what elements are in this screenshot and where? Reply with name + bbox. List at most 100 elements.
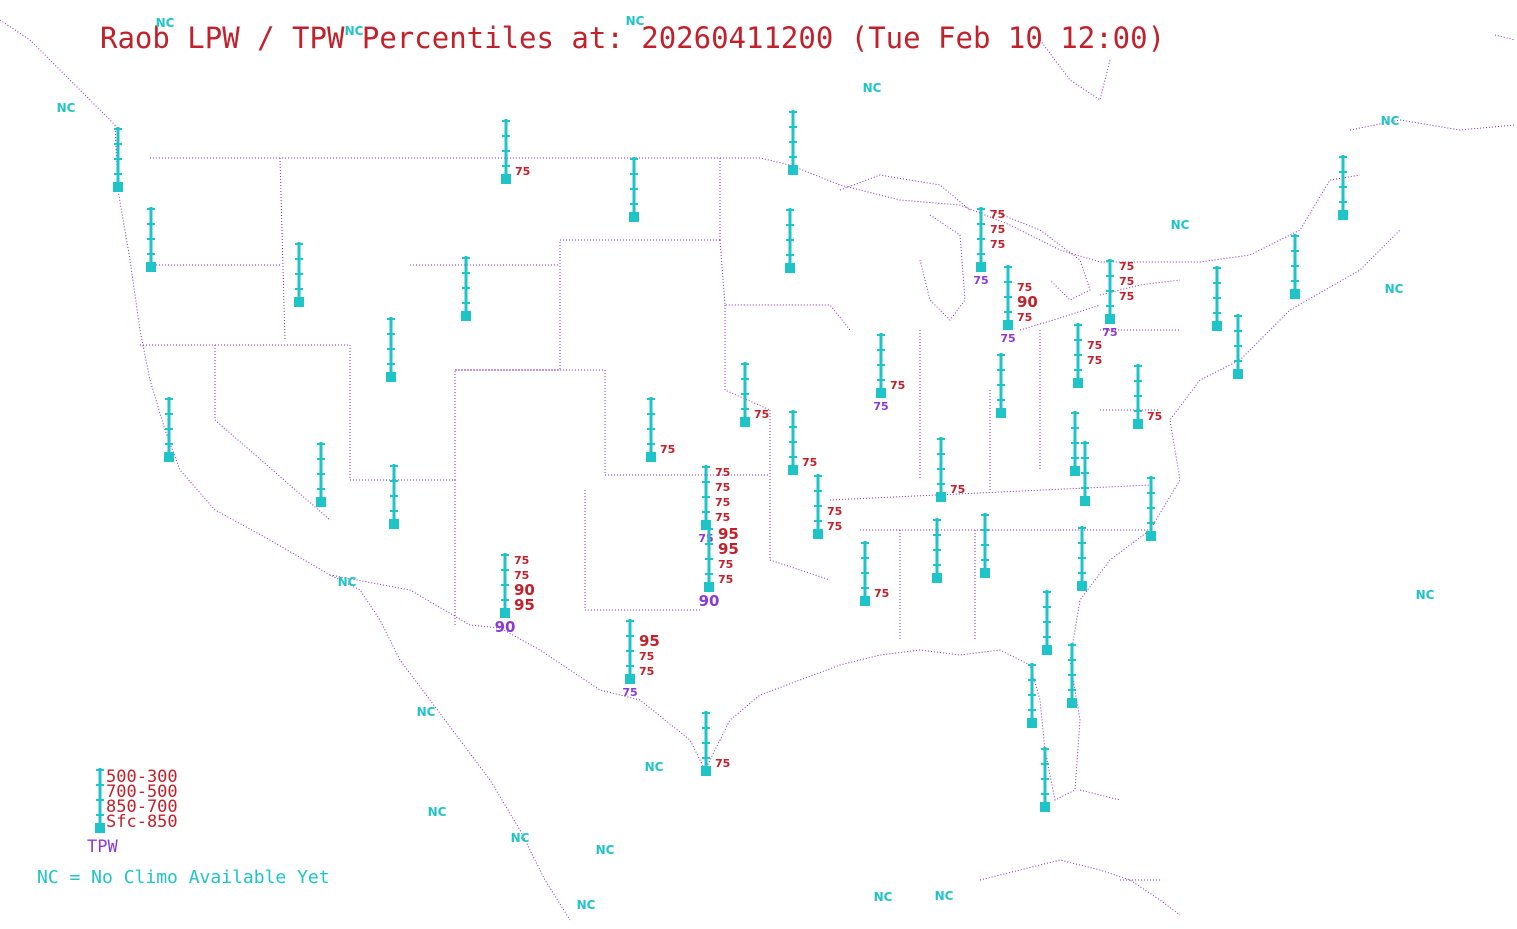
layer-percentile: 75 [718, 573, 733, 586]
layer-percentile: 90 [1017, 293, 1038, 311]
station-marker [1212, 321, 1222, 331]
layer-percentile: 75 [1017, 281, 1032, 294]
station-marker [1133, 419, 1143, 429]
station-marker [976, 262, 986, 272]
station-marker [936, 492, 946, 502]
station-marker [932, 573, 942, 583]
station-oakland [164, 397, 174, 462]
station-marker [876, 388, 886, 398]
tpw-percentile: 75 [1000, 332, 1015, 345]
station-marker [1290, 289, 1300, 299]
layer-percentile: 75 [1119, 260, 1134, 273]
station-jackson [932, 518, 942, 583]
station-great-falls: 75 [501, 119, 530, 184]
station-flagstaff [389, 464, 399, 529]
us-mexico-border [329, 574, 706, 771]
station-tampa [1027, 663, 1037, 728]
layer-percentile: 75 [715, 757, 730, 770]
station-marker [1146, 531, 1156, 541]
layer-percentile: 75 [950, 483, 965, 496]
station-cape-canaveral [1067, 643, 1077, 708]
station-marker [1040, 802, 1050, 812]
nc-labels: NC NC NC NC NC NC NC NC NC NC NC NC NC NC NC NC NC NC [57, 14, 1435, 912]
layer-percentile: 75 [514, 554, 529, 567]
station-marker [813, 529, 823, 539]
map-title: Raob LPW / TPW Percentiles at: 202604112… [100, 21, 1165, 55]
us-canada-border [150, 157, 1361, 263]
station-marker [1338, 210, 1348, 220]
tpw-percentile: 90 [495, 618, 516, 636]
station-marker [996, 408, 1006, 418]
station-albany [1212, 266, 1222, 331]
legend-layer-sfc-850: Sfc-850 [106, 812, 178, 832]
station-marker [1027, 718, 1037, 728]
station-gray [1290, 234, 1300, 299]
station-chanhassen [785, 208, 795, 273]
layer-percentile: 75 [1087, 354, 1102, 367]
station-gaylord: 75 75 75 75 [973, 207, 1005, 287]
nc-label: NC [1385, 282, 1404, 296]
nc-label: NC [57, 101, 76, 115]
gulf-coast [704, 229, 1401, 801]
layer-percentile: 75 [990, 223, 1005, 236]
basemap [0, 19, 1516, 921]
station-marker [1073, 378, 1083, 388]
station-corpus-christi: 75 [701, 711, 730, 776]
layer-percentile: 95 [718, 525, 739, 543]
layer-percentile: 75 [1119, 290, 1134, 303]
station-marker [316, 497, 326, 507]
station-caribou [1338, 155, 1348, 220]
station-marker [294, 297, 304, 307]
layer-percentile: 75 [715, 466, 730, 479]
layer-percentile: 75 [754, 408, 769, 421]
station-upton [1233, 314, 1243, 379]
nc-label: NC [863, 81, 882, 95]
station-marker [1070, 466, 1080, 476]
layer-percentile: 75 [1087, 339, 1102, 352]
station-marker [788, 165, 798, 175]
station-marker [1067, 698, 1077, 708]
station-marker [501, 174, 511, 184]
layer-percentile: 75 [715, 496, 730, 509]
station-marker [146, 262, 156, 272]
layer-percentile: 75 [827, 520, 842, 533]
station-marker [788, 465, 798, 475]
station-marker [386, 372, 396, 382]
nc-label: NC [577, 898, 596, 912]
nc-label: NC [626, 14, 645, 28]
layer-percentile: 75 [990, 208, 1005, 221]
nc-label: NC [1381, 114, 1400, 128]
nc-label: NC [935, 889, 954, 903]
tpw-percentile: 75 [1102, 326, 1117, 339]
station-riverton [461, 256, 471, 321]
layer-percentile: 75 [514, 569, 529, 582]
legend-station-marker [95, 823, 105, 833]
nc-label: NC [156, 16, 175, 30]
layer-percentile: 75 [715, 511, 730, 524]
station-sterling: 75 [1133, 364, 1162, 429]
tpw-percentile: 75 [973, 274, 988, 287]
station-marker [704, 582, 714, 592]
layer-percentile: 75 [890, 379, 905, 392]
layer-percentile: 75 [639, 665, 654, 678]
layer-percentile: 95 [639, 632, 660, 650]
nc-label: NC [417, 705, 436, 719]
station-blacksburg [1070, 411, 1080, 476]
legend-layer-700-500: 700-500 [106, 782, 178, 802]
station-marker [629, 212, 639, 222]
caribbean-islands [979, 789, 1181, 916]
station-international-falls [788, 110, 798, 175]
station-newport [1146, 476, 1156, 541]
legend-tpw-label: TPW [87, 837, 118, 857]
nc-label: NC [1171, 218, 1190, 232]
station-quillayute [113, 127, 123, 192]
legend: 500-300 700-500 850-700 Sfc-850 TPW NC =… [37, 767, 330, 888]
station-wilmington-oh [996, 353, 1006, 418]
tpw-percentile: 75 [622, 686, 637, 699]
station-marker [980, 568, 990, 578]
station-salem [146, 207, 156, 272]
